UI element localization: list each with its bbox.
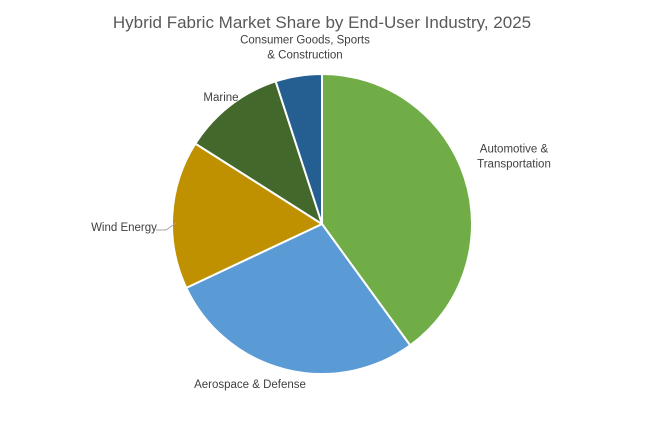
leader-line	[156, 222, 177, 231]
data-label-line: & Construction	[267, 50, 342, 62]
pie-slice-consumer-goods-sports-construction	[274, 73, 323, 225]
pie-slices	[171, 73, 473, 375]
data-label-aerospace-defense: Aerospace & Defense	[194, 379, 306, 391]
pie-slice-wind-energy	[171, 142, 323, 289]
pie-slice-aerospace-defense	[185, 223, 412, 375]
pie-slice-automotive-transportation	[321, 73, 473, 347]
data-label-line: Transportation	[477, 159, 551, 171]
data-label-line: Marine	[203, 92, 238, 104]
chart-title: Hybrid Fabric Market Share by End-User I…	[113, 13, 531, 32]
data-label-consumer-goods-sports-construction: Consumer Goods, Sports & Construction	[240, 35, 370, 62]
data-label-automotive-transportation: Automotive & Transportation	[477, 144, 551, 171]
pie-slice-marine	[194, 80, 323, 225]
data-label-wind-energy: Wind Energy	[91, 222, 157, 234]
data-label-line: Wind Energy	[91, 222, 157, 234]
pie-labels: Automotive & Transportation Aerospace & De…	[91, 35, 551, 392]
data-label-marine: Marine	[203, 92, 238, 104]
data-label-line: Automotive &	[480, 144, 549, 156]
data-label-line: Aerospace & Defense	[194, 379, 306, 391]
data-label-line: Consumer Goods, Sports	[240, 35, 370, 47]
